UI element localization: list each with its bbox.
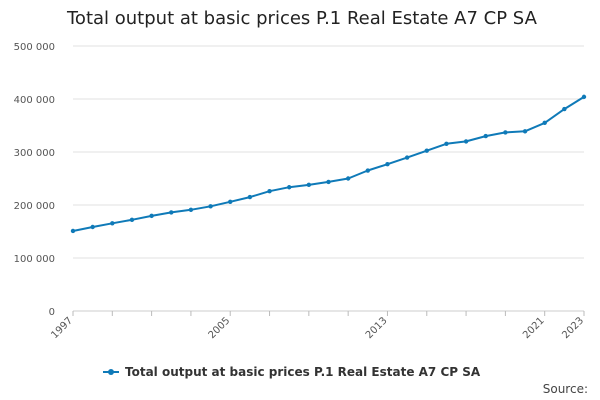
data-point-2015 <box>424 148 429 153</box>
x-tick-label-2005: 2005 <box>207 315 233 341</box>
data-point-2023 <box>581 94 587 100</box>
axes <box>72 310 585 316</box>
data-point-2003 <box>188 207 194 212</box>
data-point-2011 <box>345 176 351 181</box>
legend-label: Total output at basic prices P.1 Real Es… <box>125 365 481 379</box>
y-tick-labels: 0 100 000 200 000 300 000 400 000 500 000 <box>14 42 55 318</box>
data-point-2010 <box>326 179 331 185</box>
y-tick-label-0: 0 <box>49 307 55 318</box>
data-point-2006 <box>247 194 253 200</box>
y-tick-label-400000: 400 000 <box>14 95 55 106</box>
legend-swatch <box>103 369 119 375</box>
x-tick-label-2023: 2023 <box>560 315 586 341</box>
data-point-2018 <box>483 133 488 139</box>
y-tick-label-100000: 100 000 <box>14 254 55 265</box>
chart-title: Total output at basic prices P.1 Real Es… <box>67 8 537 29</box>
data-point-2000 <box>129 217 135 223</box>
data-point-2002 <box>169 210 174 215</box>
x-tick-labels: 1997 2005 2013 2021 2023 <box>49 315 586 341</box>
x-tick-label-2021: 2021 <box>521 315 547 341</box>
data-point-2019 <box>503 130 508 135</box>
y-tick-label-200000: 200 000 <box>14 201 55 212</box>
source-label: Source: <box>542 382 588 396</box>
data-point-2007 <box>267 189 272 194</box>
legend-dot <box>108 369 114 375</box>
data-point-2021 <box>542 120 547 126</box>
data-point-2013 <box>385 161 390 167</box>
data-point-2005 <box>228 199 233 205</box>
x-tick-label-2013: 2013 <box>364 315 390 341</box>
series-line-0 <box>72 96 585 232</box>
data-point-1999 <box>110 221 115 226</box>
data-point-2009 <box>306 182 312 188</box>
data-point-2008 <box>286 185 292 190</box>
data-point-2016 <box>444 141 449 146</box>
data-point-2020 <box>522 129 528 134</box>
legend[interactable]: Total output at basic prices P.1 Real Es… <box>103 365 480 379</box>
y-tick-label-300000: 300 000 <box>14 148 55 159</box>
data-point-2022 <box>562 106 567 112</box>
y-tick-label-500000: 500 000 <box>14 42 55 53</box>
data-point-2004 <box>208 204 213 209</box>
data-point-2017 <box>463 139 469 144</box>
data-point-2014 <box>404 155 410 160</box>
data-point-1997 <box>70 228 76 234</box>
data-point-2001 <box>149 213 154 219</box>
data-point-2012 <box>365 168 371 173</box>
grid-lines <box>73 45 584 259</box>
x-tick-label-1997: 1997 <box>49 315 75 341</box>
series-layer <box>70 94 587 234</box>
data-point-1998 <box>90 224 95 230</box>
